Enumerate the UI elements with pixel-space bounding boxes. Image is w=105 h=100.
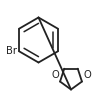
- Text: O: O: [51, 70, 59, 80]
- Text: O: O: [83, 70, 91, 80]
- Text: Br: Br: [6, 46, 16, 56]
